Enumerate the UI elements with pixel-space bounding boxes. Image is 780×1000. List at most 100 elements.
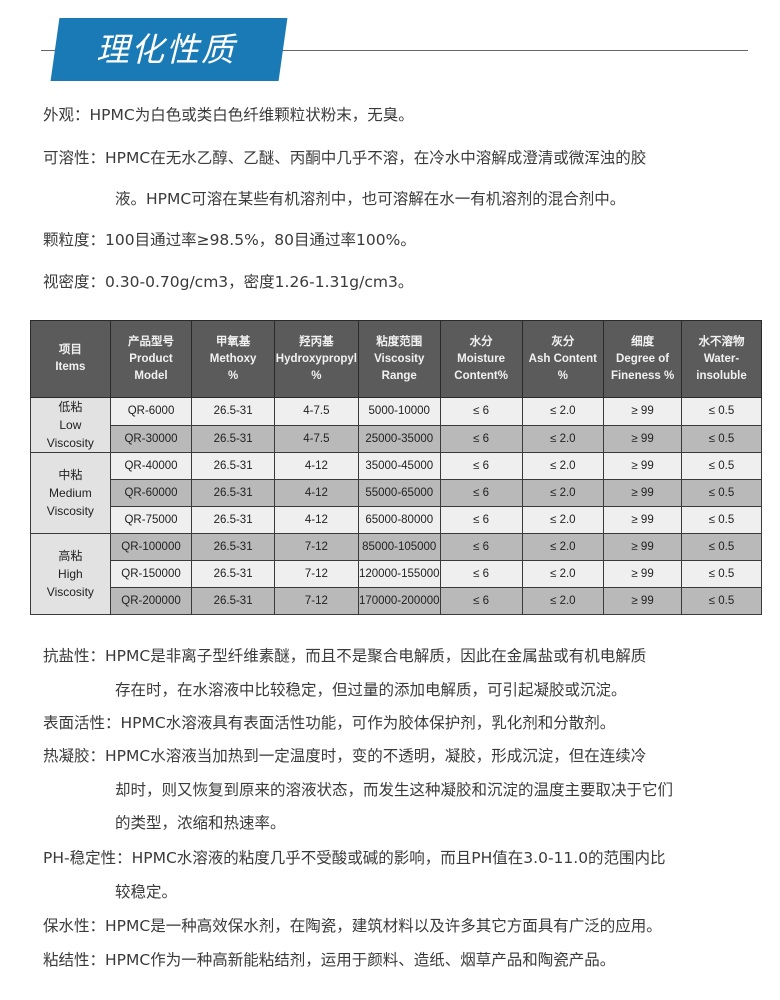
text-line: 颗粒度：100目通过率≥98.5%，80目通过率100%。 — [43, 231, 416, 249]
table-cell: 26.5-31 — [191, 533, 275, 561]
table-cell: ≤ 2.0 — [521, 479, 605, 507]
table-cell: QR-60000 — [109, 479, 193, 507]
column-header: 水分 Moisture Content% — [439, 320, 523, 398]
group-label-text: 中粘 — [58, 468, 83, 482]
table-cell: 26.5-31 — [191, 452, 275, 480]
group-label-text: High — [58, 567, 83, 581]
header-text: 产品型号 — [128, 335, 175, 348]
table-cell: ≤ 0.5 — [681, 397, 762, 426]
table-cell: ≥ 99 — [603, 506, 683, 534]
table-row: 低粘 Low Viscosity QR-6000 26.5-31 4-7.5 5000-10… — [30, 397, 762, 453]
table-cell: ≥ 99 — [603, 560, 683, 588]
text-line: 表面活性：HPMC水溶液具有表面活性功能，可作为胶体保护剂，乳化剂和分散剂。 — [43, 714, 616, 732]
table-row: 高粘 High Viscosity QR-100000 26.5-31 7-12 85000… — [30, 533, 762, 615]
table-cell: 120000-155000 — [357, 560, 441, 588]
table-cell: 85000-105000 — [357, 533, 441, 561]
table-cell: 170000-200000 — [357, 587, 441, 615]
header-text: Methoxy — [209, 352, 257, 365]
table-cell: ≤ 6 — [439, 560, 523, 588]
table-cell: ≤ 0.5 — [681, 506, 762, 534]
header-text: Fineness % — [610, 369, 675, 382]
table-cell: ≤ 6 — [439, 479, 523, 507]
group-label-text: Medium — [49, 486, 92, 500]
table-cell: ≤ 0.5 — [681, 479, 762, 507]
table-cell: ≤ 0.5 — [681, 560, 762, 588]
table-cell: ≤ 2.0 — [521, 424, 605, 453]
header-text: Moisture — [457, 352, 506, 365]
header-text: 水分 — [469, 335, 493, 348]
group-label-text: 高粘 — [58, 549, 83, 563]
group-label-text: Viscosity — [46, 585, 94, 599]
table-cell: 4-12 — [273, 479, 359, 507]
text-line: 粘结性：HPMC作为一种高新能粘结剂，运用于颜料、造纸、烟草产品和陶瓷产品。 — [43, 951, 616, 969]
table-cell: 5000-10000 — [357, 397, 441, 426]
table-cell: QR-150000 — [109, 560, 193, 588]
column-header: 产品型号 Product Model — [109, 320, 193, 398]
text-line: 外观：HPMC为白色或类白色纤维颗粒状粉末，无臭。 — [43, 106, 414, 124]
header-text: % — [311, 369, 322, 382]
table-cell: 26.5-31 — [191, 560, 275, 588]
column-header: 灰分 Ash Content% — [521, 320, 605, 398]
table-cell: 26.5-31 — [191, 587, 275, 615]
header-text: % — [557, 369, 568, 382]
table-cell: 35000-45000 — [357, 452, 441, 480]
table-cell: QR-40000 — [109, 452, 193, 480]
header-text: Water- — [703, 352, 740, 365]
table-row: QR-75000 26.5-31 4-12 65000-80000 ≤ 6 ≤ 2.0 ≥ … — [31, 506, 762, 534]
table-row: QR-150000 26.5-31 7-12 120000-155000 ≤ 6 ≤ 2.… — [31, 560, 762, 588]
column-header: 项目 Items — [30, 320, 111, 398]
group-label-text: Viscosity — [46, 504, 94, 518]
column-header: 细度 Degree of Fineness % — [603, 320, 683, 398]
table-cell: ≤ 2.0 — [521, 397, 605, 426]
text-line: 液。HPMC可溶在某些有机溶剂中，也可溶解在水一有机溶剂的混合剂中。 — [115, 190, 626, 208]
column-header: 粘度范围 Viscosity Range — [357, 320, 441, 398]
header-text: 细度 — [631, 335, 655, 348]
text-line: 热凝胶：HPMC水溶液当加热到一定温度时，变的不透明，凝胶，形成沉淀，但在连续冷 — [43, 747, 647, 765]
table-cell: ≤ 6 — [439, 587, 523, 615]
table-row: QR-200000 26.5-31 7-12 170000-200000 ≤ 6 ≤ 2.… — [31, 587, 762, 615]
table-cell: ≤ 2.0 — [521, 533, 605, 561]
table-row: QR-30000 26.5-31 4-7.5 25000-35000 ≤ 6 ≤ 2.0 ≥… — [31, 424, 762, 453]
table-cell: 25000-35000 — [357, 424, 441, 453]
header-text: Hydroxypropyl — [275, 352, 357, 365]
table-cell: 26.5-31 — [191, 424, 275, 453]
text-line: PH-稳定性：HPMC水溶液的粘度几乎不受酸或碱的影响，而且PH值在3.0-11… — [43, 849, 666, 867]
header-text: % — [227, 369, 239, 382]
table-cell: ≤ 2.0 — [521, 587, 605, 615]
table-cell: QR-200000 — [109, 587, 193, 615]
header-text: 粘度范围 — [376, 335, 423, 348]
table-cell: QR-6000 — [109, 397, 193, 426]
header-text: Content% — [454, 369, 508, 382]
column-header: 甲氧基 Methoxy% — [191, 320, 275, 398]
table-cell: 4-12 — [273, 452, 359, 480]
text-line: 却时，则又恢复到原来的溶液状态，而发生这种凝胶和沉淀的温度主要取决于它们 — [115, 781, 674, 799]
table-cell: QR-30000 — [109, 424, 193, 453]
header-divider — [41, 50, 748, 51]
header-text: 甲氧基 — [215, 335, 251, 348]
text-line: 保水性：HPMC是一种高效保水剂，在陶瓷，建筑材料以及许多其它方面具有广泛的应用… — [43, 917, 662, 935]
table-cell: ≤ 2.0 — [521, 452, 605, 480]
table-cell: QR-100000 — [109, 533, 193, 561]
table-cell: 26.5-31 — [191, 479, 275, 507]
header-text: Range — [381, 369, 417, 382]
table-cell: ≤ 6 — [439, 506, 523, 534]
table-cell: ≤ 6 — [439, 452, 523, 480]
table-cell: 7-12 — [273, 560, 359, 588]
text-line: 的类型，浓缩和热速率。 — [115, 814, 286, 832]
header-text: 水不溶物 — [698, 335, 745, 348]
spec-table: 项目 Items 产品型号 Product Model 甲氧基 Methoxy% 羟丙基 Hyd… — [30, 320, 762, 615]
table-cell: ≥ 99 — [603, 533, 683, 561]
header-text: Product — [129, 352, 173, 365]
table-cell: ≤ 6 — [439, 424, 523, 453]
group-label: 低粘 Low Viscosity — [30, 397, 111, 453]
header-text: 项目 — [58, 344, 82, 356]
header-text: Items — [55, 361, 86, 373]
table-cell: 26.5-31 — [191, 506, 275, 534]
table-cell: ≤ 0.5 — [681, 533, 762, 561]
table-cell: ≤ 0.5 — [681, 452, 762, 480]
header-text: Ash Content — [528, 352, 598, 365]
group-label-text: Viscosity — [46, 436, 94, 450]
table-cell: ≥ 99 — [603, 452, 683, 480]
table-cell: 4-12 — [273, 506, 359, 534]
header-text: Degree of — [616, 352, 670, 365]
